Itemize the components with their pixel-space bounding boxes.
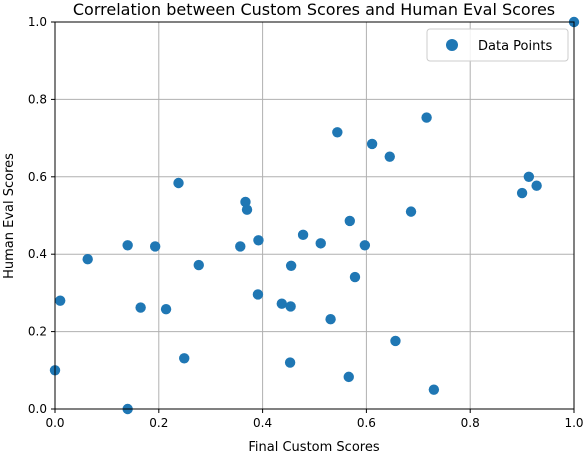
data-point — [135, 302, 146, 313]
y-tick-label: 0.6 — [28, 170, 47, 184]
data-points — [49, 16, 580, 415]
data-point — [428, 384, 440, 395]
legend-label: Data Points — [478, 39, 552, 54]
y-tick-label: 0.4 — [28, 247, 47, 261]
legend: Data Points — [426, 28, 569, 62]
data-point — [235, 241, 246, 252]
data-point — [405, 206, 417, 217]
data-point — [160, 303, 172, 315]
data-point — [284, 357, 296, 368]
data-point — [315, 238, 326, 249]
legend-marker — [446, 39, 458, 51]
x-tick-label: 0.6 — [357, 416, 376, 430]
y-tick-label: 0.2 — [28, 325, 47, 339]
data-point — [297, 229, 309, 241]
x-axis-label: Final Custom Scores — [248, 440, 379, 452]
y-tick-label: 0.8 — [28, 92, 47, 106]
data-point — [252, 289, 264, 300]
data-point — [349, 271, 361, 283]
data-point — [366, 138, 378, 150]
data-point — [285, 260, 297, 272]
plot-frame — [54, 21, 575, 410]
y-tick-label: 0.0 — [28, 402, 47, 416]
y-axis-label: Human Eval Scores — [2, 153, 17, 279]
data-point — [240, 196, 251, 208]
data-point — [54, 295, 66, 306]
data-point — [179, 353, 190, 364]
x-tick-label: 0.2 — [149, 416, 168, 430]
data-point — [344, 215, 355, 227]
y-tick-label: 1.0 — [28, 15, 47, 29]
x-tick-label: 1.0 — [564, 416, 583, 430]
x-tick-label: 0.0 — [45, 416, 64, 430]
data-point — [516, 187, 528, 199]
chart-title: Correlation between Custom Scores and Hu… — [73, 0, 555, 19]
data-point — [285, 301, 296, 312]
data-point — [193, 259, 204, 271]
data-point — [531, 180, 542, 191]
data-point — [390, 335, 401, 347]
data-point — [276, 298, 288, 309]
data-point — [421, 112, 432, 123]
data-point — [332, 127, 343, 138]
x-tick-label: 0.4 — [253, 416, 272, 430]
data-point — [343, 371, 354, 383]
data-point — [384, 151, 395, 162]
data-point — [523, 171, 535, 182]
data-point — [253, 235, 264, 246]
grid — [54, 21, 575, 410]
data-point — [82, 254, 93, 265]
axis-ticks: 0.0 0.2 0.4 0.6 0.8 1.0 0.0 0.2 0.4 0.6 0.8 1.0 — [28, 15, 584, 430]
data-point — [325, 314, 336, 325]
data-point — [149, 241, 161, 252]
data-point — [122, 240, 133, 251]
data-point — [359, 240, 371, 251]
x-tick-label: 0.8 — [461, 416, 480, 430]
data-point — [173, 177, 184, 189]
legend-box — [426, 28, 569, 62]
data-point — [241, 204, 253, 215]
